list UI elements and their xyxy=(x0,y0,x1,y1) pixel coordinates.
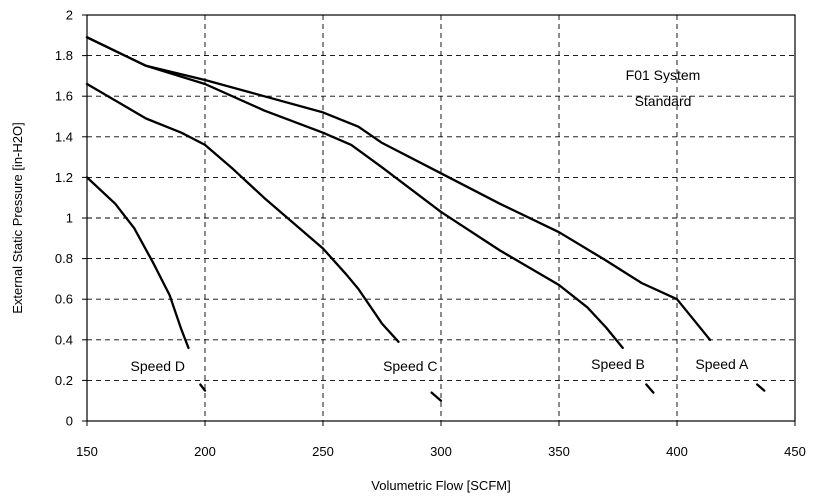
x-tick-label: 200 xyxy=(194,444,216,459)
curves xyxy=(85,36,766,402)
curve-speed-d xyxy=(85,176,190,350)
x-axis-title: Volumetric Flow [SCFM] xyxy=(371,478,510,493)
y-tick-label: 0 xyxy=(66,414,73,429)
y-tick-label: 1 xyxy=(66,211,73,226)
x-tick-label: 300 xyxy=(430,444,452,459)
y-tick-label: 1.4 xyxy=(55,129,73,144)
label-speed-b: Speed B xyxy=(591,356,645,372)
curve-tail-speed-c xyxy=(430,391,443,402)
label-speed-a: Speed A xyxy=(695,356,749,372)
label-speed-d: Speed D xyxy=(131,358,185,374)
annotation-line-1: F01 System xyxy=(626,67,701,83)
x-tick-label: 450 xyxy=(784,444,806,459)
label-speed-c: Speed C xyxy=(383,358,437,374)
y-tick-label: 0.2 xyxy=(55,373,73,388)
curve-speed-b xyxy=(85,36,624,350)
curve-speed-a xyxy=(85,36,712,341)
axis-ticks: 150 200 250 300 350 400 450 0 0.2 0.4 0.6 0.8 1 1.2 1.… xyxy=(55,8,806,460)
y-axis-title: External Static Pressure [in-H2O] xyxy=(10,122,25,313)
y-tick-label: 1.6 xyxy=(55,89,73,104)
curve-speed-c xyxy=(85,82,400,343)
y-tick-label: 0.6 xyxy=(55,292,73,307)
y-tick-label: 0.4 xyxy=(55,332,73,347)
x-tick-label: 150 xyxy=(76,444,98,459)
x-tick-label: 250 xyxy=(312,444,334,459)
y-tick-label: 1.8 xyxy=(55,48,73,63)
y-tick-label: 0.8 xyxy=(55,251,73,266)
curve-tail-speed-a xyxy=(756,383,766,392)
annotation-line-2: Standard xyxy=(635,93,692,109)
y-tick-label: 1.2 xyxy=(55,170,73,185)
y-tick-label: 2 xyxy=(66,8,73,23)
curve-labels: Speed D Speed C Speed B Speed A xyxy=(131,356,749,374)
curve-tail-speed-b xyxy=(645,383,655,394)
x-tick-label: 350 xyxy=(548,444,570,459)
x-tick-label: 400 xyxy=(666,444,688,459)
curve-tail-speed-d xyxy=(199,383,207,392)
